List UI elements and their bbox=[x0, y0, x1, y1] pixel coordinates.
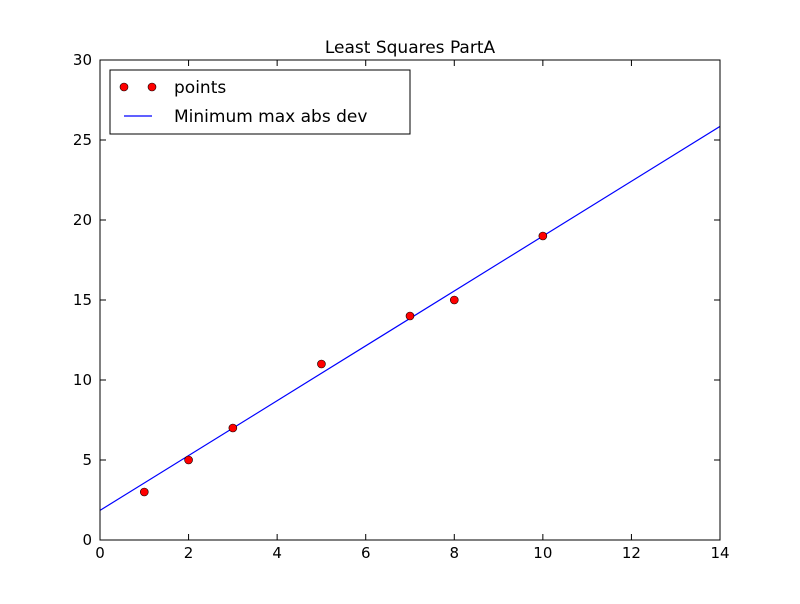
data-point bbox=[139, 487, 149, 497]
y-tick-label: 0 bbox=[82, 531, 92, 549]
x-tick-label: 10 bbox=[533, 544, 552, 562]
x-tick-label: 12 bbox=[622, 544, 641, 562]
legend-label: points bbox=[174, 78, 226, 98]
chart-title: Least Squares PartA bbox=[325, 38, 496, 58]
data-point bbox=[317, 359, 326, 369]
data-point bbox=[184, 455, 193, 465]
x-tick-label: 2 bbox=[184, 544, 194, 562]
x-tick-label: 0 bbox=[95, 544, 105, 562]
y-tick-label: 10 bbox=[73, 371, 92, 389]
x-tick-label: 6 bbox=[361, 544, 371, 562]
y-tick-label: 5 bbox=[82, 451, 92, 469]
legend-marker bbox=[119, 82, 129, 92]
y-tick-label: 15 bbox=[73, 291, 92, 309]
data-point bbox=[228, 423, 238, 433]
legend: points Minimum max abs dev bbox=[109, 69, 411, 135]
y-tick-label: 25 bbox=[73, 131, 92, 149]
data-point bbox=[405, 311, 415, 321]
y-tick-label: 30 bbox=[73, 51, 92, 69]
legend-box bbox=[109, 69, 411, 135]
y-tick-label: 20 bbox=[73, 211, 92, 229]
legend-label: Minimum max abs dev bbox=[174, 107, 367, 127]
data-point bbox=[538, 231, 548, 241]
x-tick-label: 4 bbox=[272, 544, 282, 562]
x-tick-label: 14 bbox=[710, 544, 729, 562]
legend-marker bbox=[147, 82, 157, 92]
x-tick-label: 8 bbox=[450, 544, 460, 562]
data-point bbox=[449, 295, 459, 305]
